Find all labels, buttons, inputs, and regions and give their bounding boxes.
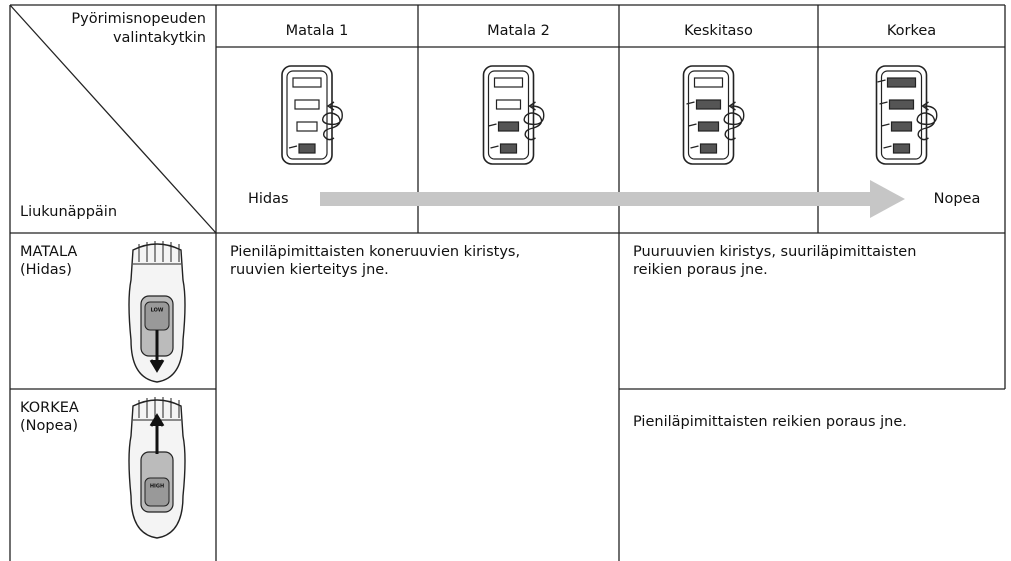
rotation-symbol <box>523 101 545 141</box>
led-bar <box>296 121 318 132</box>
device-ridges <box>133 241 181 265</box>
cell-text: reikien poraus jne. <box>633 262 768 278</box>
cell-text: Pieniläpimittaisten koneruuvien kiristys… <box>230 244 520 260</box>
led-bar <box>493 77 524 88</box>
led-ray <box>490 145 499 149</box>
direction-arrow <box>149 330 165 373</box>
led-bar <box>699 143 718 154</box>
led-bar <box>292 77 322 88</box>
rotation-symbol <box>321 101 343 141</box>
led-bar <box>497 121 520 132</box>
led-ray <box>686 101 695 105</box>
row-label: MATALA <box>20 244 77 260</box>
led-bar <box>886 77 917 88</box>
rotation-symbol <box>723 101 745 141</box>
led-bar <box>294 99 320 110</box>
speed-arrow <box>320 180 905 218</box>
column-header: Matala 2 <box>487 23 550 39</box>
led-bar <box>890 121 913 132</box>
led-ray <box>690 145 699 149</box>
led-bar <box>499 143 518 154</box>
led-ray <box>877 79 886 83</box>
led-ray <box>881 123 890 127</box>
switch-label: HIGH <box>150 484 164 490</box>
icon-frame <box>487 70 530 160</box>
cell-text: Pieniläpimittaisten reikien poraus jne. <box>633 414 907 430</box>
led-bar <box>495 99 522 110</box>
led-ray <box>288 145 298 149</box>
led-bar <box>298 143 316 154</box>
led-ray <box>883 145 892 149</box>
switch-knob <box>144 477 170 507</box>
column-header: Matala 1 <box>286 23 349 39</box>
icon-frame <box>875 65 928 165</box>
slide-switch-device: HIGH <box>128 397 186 539</box>
icon-frame <box>880 70 923 160</box>
arrow-label: Nopea <box>934 191 981 207</box>
icon-frame <box>281 65 333 165</box>
corner-label: Liukunäppäin <box>20 204 117 220</box>
led-ray <box>879 101 888 105</box>
led-bar <box>693 77 724 88</box>
switch-label: LOW <box>151 308 164 314</box>
column-header: Keskitaso <box>684 23 753 39</box>
speed-indicator-icon <box>875 65 938 165</box>
led-bar <box>888 99 915 110</box>
led-ray <box>688 123 697 127</box>
row-label: (Hidas) <box>20 262 72 278</box>
table-grid <box>9 4 1006 561</box>
direction-arrow <box>149 413 165 454</box>
led-bar <box>892 143 911 154</box>
icon-frame <box>482 65 535 165</box>
led-ray <box>488 123 497 127</box>
row-label: KORKEA <box>20 400 79 416</box>
cell-text: Puuruuvien kiristys, suuriläpimittaisten <box>633 244 916 260</box>
device-ridges <box>133 397 181 421</box>
corner-label: Pyörimisnopeuden <box>71 11 206 27</box>
speed-indicator-icon <box>482 65 545 165</box>
cell-text: ruuvien kierteitys jne. <box>230 262 389 278</box>
column-header: Korkea <box>887 23 936 39</box>
icon-frame <box>286 70 328 160</box>
speed-indicator-icon <box>281 65 343 165</box>
row-label: (Nopea) <box>20 418 78 434</box>
slide-switch-device: LOW <box>128 241 186 383</box>
rotation-symbol <box>916 101 938 141</box>
switch-knob <box>144 301 170 331</box>
corner-label: valintakytkin <box>113 30 206 46</box>
arrow-label: Hidas <box>248 191 289 207</box>
speed-indicator-icon <box>682 65 745 165</box>
led-bar <box>697 121 720 132</box>
icon-frame <box>687 70 730 160</box>
icon-frame <box>682 65 735 165</box>
led-bar <box>695 99 722 110</box>
